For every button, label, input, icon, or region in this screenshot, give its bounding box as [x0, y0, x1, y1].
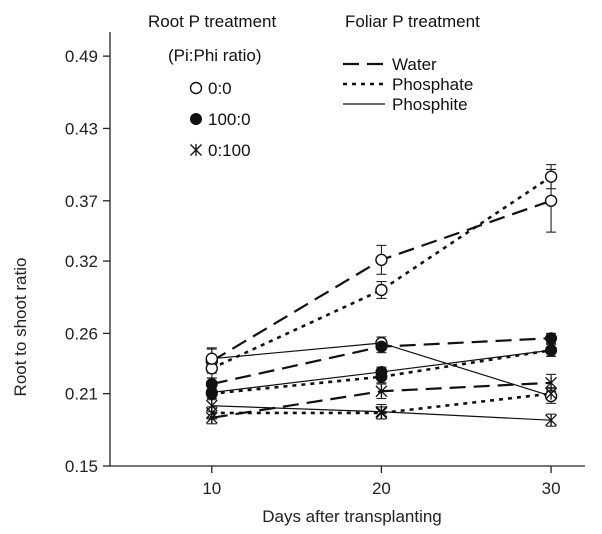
y-tick-label-2: 0.26	[65, 324, 98, 343]
point-2-0	[205, 352, 218, 365]
x-axis-label: Days after transplanting	[262, 507, 442, 526]
legend-root-item-1: 100:0	[208, 110, 251, 129]
legend-foliar-title: Foliar P treatment	[345, 12, 480, 31]
point-1-2	[544, 170, 558, 183]
point-8-0	[205, 399, 218, 412]
y-tick-label-6: 0.49	[65, 47, 98, 66]
point-1-1	[375, 283, 388, 297]
legend-foliar-item-0: Water	[392, 55, 437, 74]
legend-root-marker-2	[190, 143, 202, 157]
point-3-2	[545, 332, 558, 345]
legend-root-item-2: 0:100	[208, 141, 251, 160]
legend-root-marker-0	[189, 81, 203, 95]
point-5-2	[545, 344, 558, 357]
point-8-1	[375, 405, 388, 418]
series-line-7	[211, 392, 552, 415]
legend-foliar-item-2: Phosphite	[392, 95, 468, 114]
series-line-4	[211, 348, 552, 395]
legend-root-subtitle: (Pi:Phi ratio)	[168, 46, 262, 65]
legend-root-marker-1	[190, 113, 202, 125]
point-0-2	[544, 194, 558, 207]
legend-root-item-0: 0:0	[208, 79, 232, 98]
legend-root-title: Root P treatment	[148, 12, 276, 31]
y-tick-label-4: 0.37	[65, 192, 98, 211]
x-tick-label-0: 10	[202, 479, 221, 498]
legend-layer	[189, 62, 385, 157]
y-tick-label-1: 0.21	[65, 385, 98, 404]
x-tick-label-1: 20	[372, 479, 391, 498]
y-tick-label-5: 0.43	[65, 119, 98, 138]
point-6-2	[545, 376, 558, 389]
point-3-1	[375, 340, 388, 353]
point-0-1	[375, 253, 388, 267]
point-6-1	[375, 385, 388, 398]
point-8-2	[545, 414, 558, 427]
y-tick-label-3: 0.32	[65, 252, 98, 271]
point-5-0	[205, 386, 218, 399]
legend-foliar-item-1: Phosphate	[392, 75, 473, 94]
point-7-2	[545, 387, 558, 400]
point-5-1	[375, 365, 388, 378]
y-axis-label: Root to shoot ratio	[11, 258, 30, 397]
series-layer	[205, 164, 558, 427]
x-tick-label-2: 30	[542, 479, 561, 498]
axes-layer: 0.15 0.21 0.26 0.32 0.37 0.43 0.49 10 20 30	[65, 32, 585, 498]
y-tick-label-0: 0.15	[65, 457, 98, 476]
